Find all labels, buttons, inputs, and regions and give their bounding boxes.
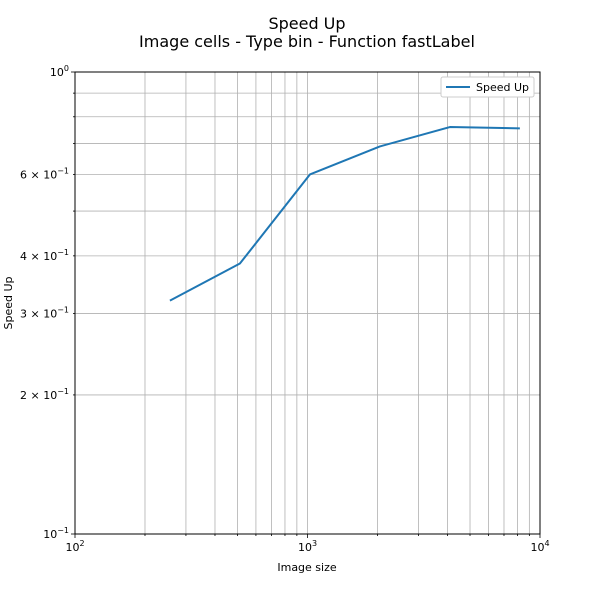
chart-title: Speed Up: [268, 14, 345, 33]
series-layer: [169, 126, 520, 302]
legend: Speed Up: [440, 76, 535, 98]
y-axis-label: Speed Up: [2, 276, 15, 329]
y-tick-label: 6 × 10−1: [20, 166, 69, 181]
axis-ticks: [71, 71, 541, 538]
series-line-speed-up: [169, 126, 520, 302]
legend-label-speed-up: Speed Up: [476, 81, 529, 94]
legend-box: [440, 76, 535, 98]
x-tick-label: 102: [65, 539, 84, 554]
y-tick-label: 3 × 10−1: [20, 306, 69, 321]
grid-lines: [75, 72, 540, 534]
y-tick-label: 4 × 10−1: [20, 248, 69, 263]
chart-subtitle: Image cells - Type bin - Function fastLa…: [139, 32, 475, 51]
x-tick-label: 103: [298, 539, 317, 554]
y-tick-label: 2 × 10−1: [20, 387, 69, 402]
x-tick-label: 104: [530, 539, 549, 554]
y-tick-label: 100: [50, 64, 69, 79]
y-tick-label: 10−1: [43, 526, 69, 541]
x-axis-label: Image size: [277, 561, 337, 574]
tick-labels: 102 103 104 10−1 2 × 10−1 3 × 10−1 4 × 10−1 6 ×…: [20, 64, 550, 554]
